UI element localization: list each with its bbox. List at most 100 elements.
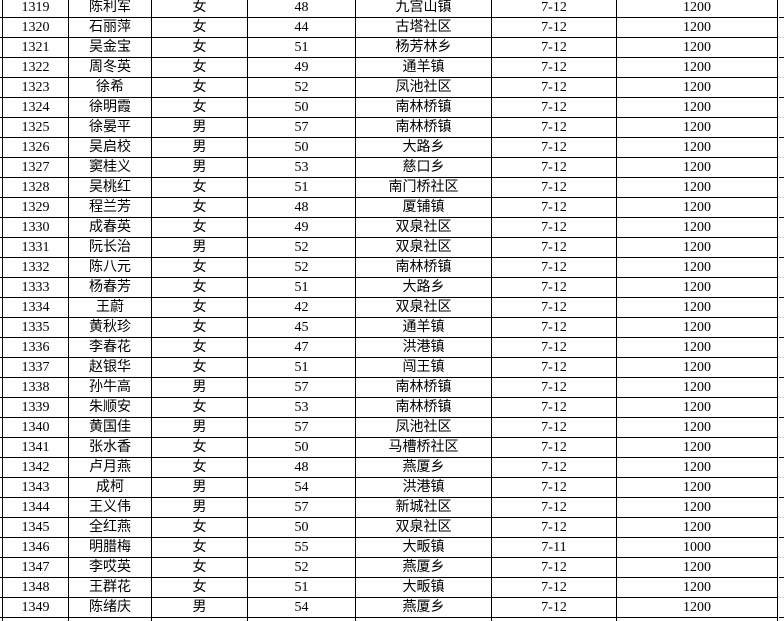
cell-id[interactable]: 1330 xyxy=(3,218,69,237)
cell-name[interactable]: 李哎英 xyxy=(69,558,152,577)
cell-location[interactable]: 九宫山镇 xyxy=(356,0,492,17)
cell-gender[interactable]: 男 xyxy=(152,598,248,617)
cell-date[interactable]: 7-12 xyxy=(492,138,617,157)
cell-gender[interactable]: 女 xyxy=(152,38,248,57)
cell-gender[interactable]: 女 xyxy=(152,98,248,117)
cell-location[interactable]: 马槽桥社区 xyxy=(356,438,492,457)
cell-id[interactable]: 1344 xyxy=(3,498,69,517)
cell-location[interactable]: 大路乡 xyxy=(356,138,492,157)
cell-name[interactable]: 明腊梅 xyxy=(69,538,152,557)
cell-age[interactable]: 51 xyxy=(248,178,356,197)
cell-age[interactable]: 57 xyxy=(248,498,356,517)
cell-name[interactable]: 黄秋珍 xyxy=(69,318,152,337)
cell-age[interactable]: 52 xyxy=(248,258,356,277)
cell-location[interactable]: 大畈镇 xyxy=(356,538,492,557)
cell-id[interactable]: 1346 xyxy=(3,538,69,557)
cell-location[interactable]: 燕厦乡 xyxy=(356,458,492,477)
cell-location[interactable]: 厦铺镇 xyxy=(356,198,492,217)
cell-empty[interactable] xyxy=(617,618,778,621)
cell-date[interactable]: 7-12 xyxy=(492,318,617,337)
cell-id[interactable]: 1339 xyxy=(3,398,69,417)
cell-id[interactable]: 1322 xyxy=(3,58,69,77)
cell-date[interactable]: 7-12 xyxy=(492,198,617,217)
cell-name[interactable]: 吴金宝 xyxy=(69,38,152,57)
cell-location[interactable]: 洪港镇 xyxy=(356,338,492,357)
cell-location[interactable]: 南门桥社区 xyxy=(356,178,492,197)
cell-name[interactable]: 周冬英 xyxy=(69,58,152,77)
cell-id[interactable]: 1326 xyxy=(3,138,69,157)
cell-age[interactable]: 53 xyxy=(248,398,356,417)
cell-date[interactable]: 7-11 xyxy=(492,538,617,557)
cell-name[interactable]: 朱顺安 xyxy=(69,398,152,417)
cell-gender[interactable]: 女 xyxy=(152,578,248,597)
cell-id[interactable]: 1325 xyxy=(3,118,69,137)
cell-amount[interactable]: 1200 xyxy=(617,498,778,517)
cell-name[interactable]: 徐希 xyxy=(69,78,152,97)
cell-age[interactable]: 57 xyxy=(248,118,356,137)
cell-amount[interactable]: 1200 xyxy=(617,38,778,57)
cell-name[interactable]: 卢月燕 xyxy=(69,458,152,477)
cell-age[interactable]: 51 xyxy=(248,38,356,57)
cell-location[interactable]: 南林桥镇 xyxy=(356,398,492,417)
cell-id[interactable]: 1327 xyxy=(3,158,69,177)
cell-amount[interactable]: 1200 xyxy=(617,258,778,277)
cell-id[interactable]: 1324 xyxy=(3,98,69,117)
cell-name[interactable]: 王蔚 xyxy=(69,298,152,317)
cell-name[interactable]: 徐晏平 xyxy=(69,118,152,137)
cell-amount[interactable]: 1200 xyxy=(617,58,778,77)
cell-gender[interactable]: 男 xyxy=(152,418,248,437)
cell-amount[interactable]: 1200 xyxy=(617,358,778,377)
cell-date[interactable]: 7-12 xyxy=(492,418,617,437)
cell-name[interactable]: 成春英 xyxy=(69,218,152,237)
cell-gender[interactable]: 女 xyxy=(152,78,248,97)
cell-name[interactable]: 陈八元 xyxy=(69,258,152,277)
cell-id[interactable]: 1319 xyxy=(3,0,69,17)
cell-empty[interactable] xyxy=(356,618,492,621)
cell-amount[interactable]: 1200 xyxy=(617,378,778,397)
cell-location[interactable]: 洪港镇 xyxy=(356,478,492,497)
cell-empty[interactable] xyxy=(152,618,248,621)
cell-id[interactable]: 1321 xyxy=(3,38,69,57)
cell-amount[interactable]: 1200 xyxy=(617,238,778,257)
cell-id[interactable]: 1331 xyxy=(3,238,69,257)
cell-date[interactable]: 7-12 xyxy=(492,238,617,257)
cell-date[interactable]: 7-12 xyxy=(492,298,617,317)
cell-age[interactable]: 51 xyxy=(248,578,356,597)
cell-location[interactable]: 新城社区 xyxy=(356,498,492,517)
cell-location[interactable]: 燕厦乡 xyxy=(356,558,492,577)
cell-id[interactable]: 1336 xyxy=(3,338,69,357)
cell-id[interactable]: 1341 xyxy=(3,438,69,457)
cell-amount[interactable]: 1200 xyxy=(617,338,778,357)
cell-id[interactable]: 1329 xyxy=(3,198,69,217)
cell-age[interactable]: 50 xyxy=(248,518,356,537)
cell-id[interactable]: 1348 xyxy=(3,578,69,597)
cell-name[interactable]: 杨春芳 xyxy=(69,278,152,297)
cell-empty[interactable] xyxy=(492,618,617,621)
cell-date[interactable]: 7-12 xyxy=(492,258,617,277)
cell-empty[interactable] xyxy=(248,618,356,621)
cell-amount[interactable]: 1200 xyxy=(617,558,778,577)
cell-date[interactable]: 7-12 xyxy=(492,78,617,97)
cell-gender[interactable]: 男 xyxy=(152,118,248,137)
cell-id[interactable]: 1347 xyxy=(3,558,69,577)
cell-age[interactable]: 55 xyxy=(248,538,356,557)
cell-name[interactable]: 阮长治 xyxy=(69,238,152,257)
cell-date[interactable]: 7-12 xyxy=(492,338,617,357)
cell-amount[interactable]: 1200 xyxy=(617,298,778,317)
cell-date[interactable]: 7-12 xyxy=(492,358,617,377)
cell-gender[interactable]: 男 xyxy=(152,378,248,397)
cell-age[interactable]: 52 xyxy=(248,558,356,577)
cell-age[interactable]: 54 xyxy=(248,598,356,617)
cell-location[interactable]: 双泉社区 xyxy=(356,518,492,537)
cell-amount[interactable]: 1200 xyxy=(617,518,778,537)
cell-name[interactable]: 程兰芳 xyxy=(69,198,152,217)
cell-date[interactable]: 7-12 xyxy=(492,578,617,597)
cell-location[interactable]: 燕厦乡 xyxy=(356,598,492,617)
cell-gender[interactable]: 女 xyxy=(152,258,248,277)
cell-date[interactable]: 7-12 xyxy=(492,398,617,417)
cell-location[interactable]: 南林桥镇 xyxy=(356,258,492,277)
cell-name[interactable]: 吴启校 xyxy=(69,138,152,157)
cell-age[interactable]: 44 xyxy=(248,18,356,37)
cell-gender[interactable]: 女 xyxy=(152,438,248,457)
cell-date[interactable]: 7-12 xyxy=(492,518,617,537)
